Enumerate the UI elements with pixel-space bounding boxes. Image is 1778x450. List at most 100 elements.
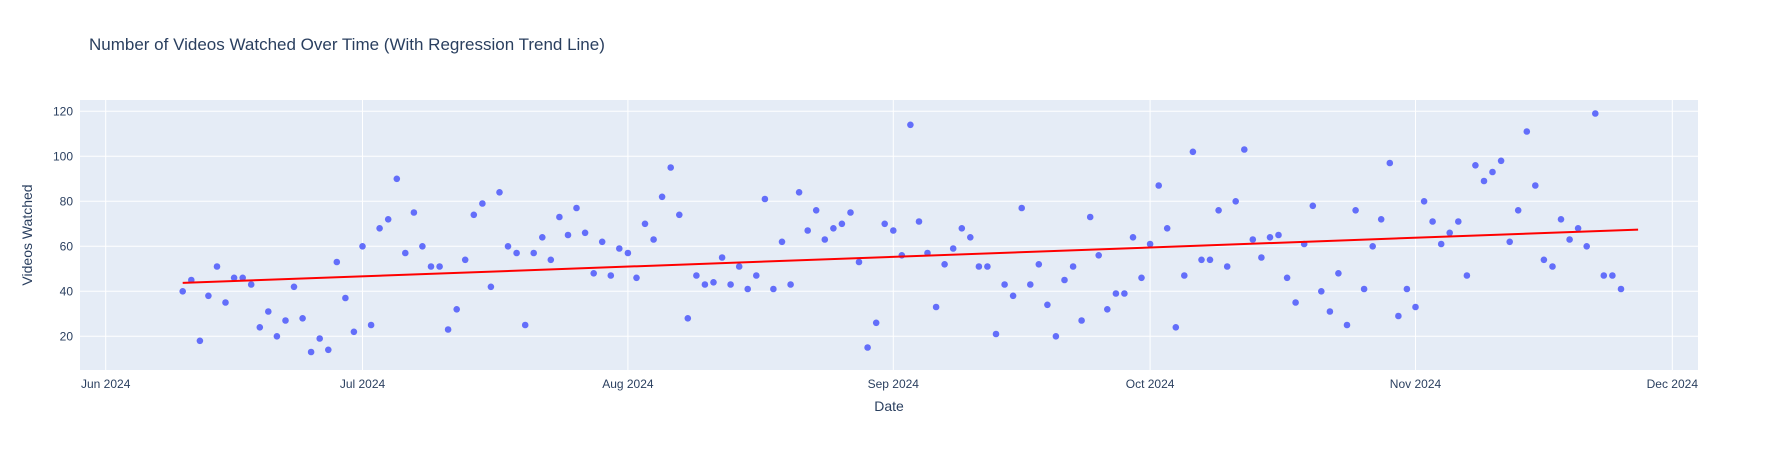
data-point — [179, 288, 186, 295]
data-point — [299, 315, 306, 322]
data-point — [804, 227, 811, 234]
data-point — [1172, 324, 1180, 331]
data-point — [915, 218, 923, 225]
data-point — [333, 258, 341, 266]
data-point — [984, 263, 991, 270]
data-point — [1223, 263, 1231, 270]
data-point — [1557, 216, 1565, 223]
data-point — [504, 243, 512, 250]
data-point — [1574, 225, 1582, 232]
data-point — [573, 204, 580, 212]
data-point — [624, 249, 632, 257]
data-point — [1044, 301, 1051, 309]
data-point — [864, 344, 871, 351]
data-point — [1018, 204, 1025, 212]
data-point — [949, 245, 957, 252]
data-point — [907, 121, 914, 129]
data-point — [1489, 168, 1496, 176]
data-point — [290, 283, 298, 291]
data-point — [1146, 240, 1154, 248]
data-point — [1335, 270, 1342, 277]
data-point — [992, 330, 1000, 338]
data-point — [1369, 243, 1376, 250]
data-point — [1318, 288, 1325, 295]
data-point — [530, 249, 537, 257]
data-point — [735, 263, 743, 270]
data-point — [1514, 207, 1522, 214]
data-point — [1420, 198, 1428, 205]
data-point — [564, 231, 572, 239]
data-point — [1266, 234, 1274, 241]
data-point — [205, 292, 212, 300]
data-point — [590, 270, 597, 277]
x-tick-label: Sep 2024 — [868, 377, 920, 391]
series-layer — [179, 110, 1639, 356]
data-point — [282, 317, 289, 324]
data-point — [1497, 157, 1505, 165]
data-point — [419, 243, 426, 250]
data-point — [881, 220, 888, 228]
data-point — [196, 337, 204, 345]
data-point — [265, 308, 272, 315]
data-point — [658, 193, 666, 201]
data-point — [1052, 333, 1060, 340]
data-point — [727, 281, 734, 288]
data-point — [1600, 272, 1608, 279]
data-point — [410, 209, 418, 216]
y-tick-label: 100 — [53, 149, 73, 163]
data-point — [641, 220, 649, 228]
data-point — [633, 274, 640, 282]
data-point — [1617, 285, 1625, 293]
data-point — [1352, 207, 1359, 214]
data-point — [539, 234, 546, 241]
data-point — [1001, 281, 1008, 288]
data-point — [247, 281, 255, 288]
data-point — [812, 207, 820, 214]
data-point — [684, 315, 692, 322]
data-point — [598, 238, 606, 246]
data-point — [1446, 229, 1453, 237]
x-tick-label: Oct 2024 — [1126, 377, 1175, 391]
data-point — [470, 211, 478, 219]
y-tick-label: 80 — [60, 194, 74, 208]
data-point — [667, 164, 674, 171]
data-point — [1395, 312, 1402, 320]
data-point — [1283, 274, 1291, 282]
data-point — [316, 335, 324, 342]
data-point — [1104, 306, 1111, 313]
data-point — [427, 263, 435, 270]
x-tick-label: Dec 2024 — [1647, 377, 1699, 391]
data-point — [761, 195, 769, 203]
data-point — [1343, 321, 1351, 329]
data-point — [479, 200, 486, 207]
y-tick-label: 120 — [53, 104, 73, 118]
data-point — [744, 285, 751, 293]
data-point — [1549, 263, 1556, 270]
data-point — [342, 294, 349, 302]
data-point — [830, 225, 837, 232]
data-point — [1455, 218, 1462, 225]
data-point — [556, 213, 563, 221]
y-axis-ticks: 20 40 60 80 100 120 — [53, 104, 73, 343]
data-point — [710, 279, 717, 286]
data-point — [1429, 218, 1436, 225]
data-point — [1129, 234, 1137, 241]
x-tick-label: Nov 2024 — [1390, 377, 1442, 391]
data-point — [1121, 290, 1128, 297]
data-point — [778, 238, 786, 246]
data-point — [1009, 292, 1017, 300]
data-point — [1027, 281, 1034, 288]
data-point — [1566, 236, 1573, 243]
data-point — [1583, 243, 1590, 250]
data-point — [513, 249, 520, 257]
y-tick-label: 60 — [60, 239, 74, 253]
data-point — [1403, 285, 1411, 293]
data-point — [1472, 162, 1479, 169]
data-point — [1206, 256, 1214, 264]
data-point — [1437, 240, 1445, 248]
data-point — [1112, 290, 1120, 297]
data-point — [496, 189, 503, 196]
data-point — [1309, 202, 1317, 210]
data-point — [1275, 231, 1282, 239]
